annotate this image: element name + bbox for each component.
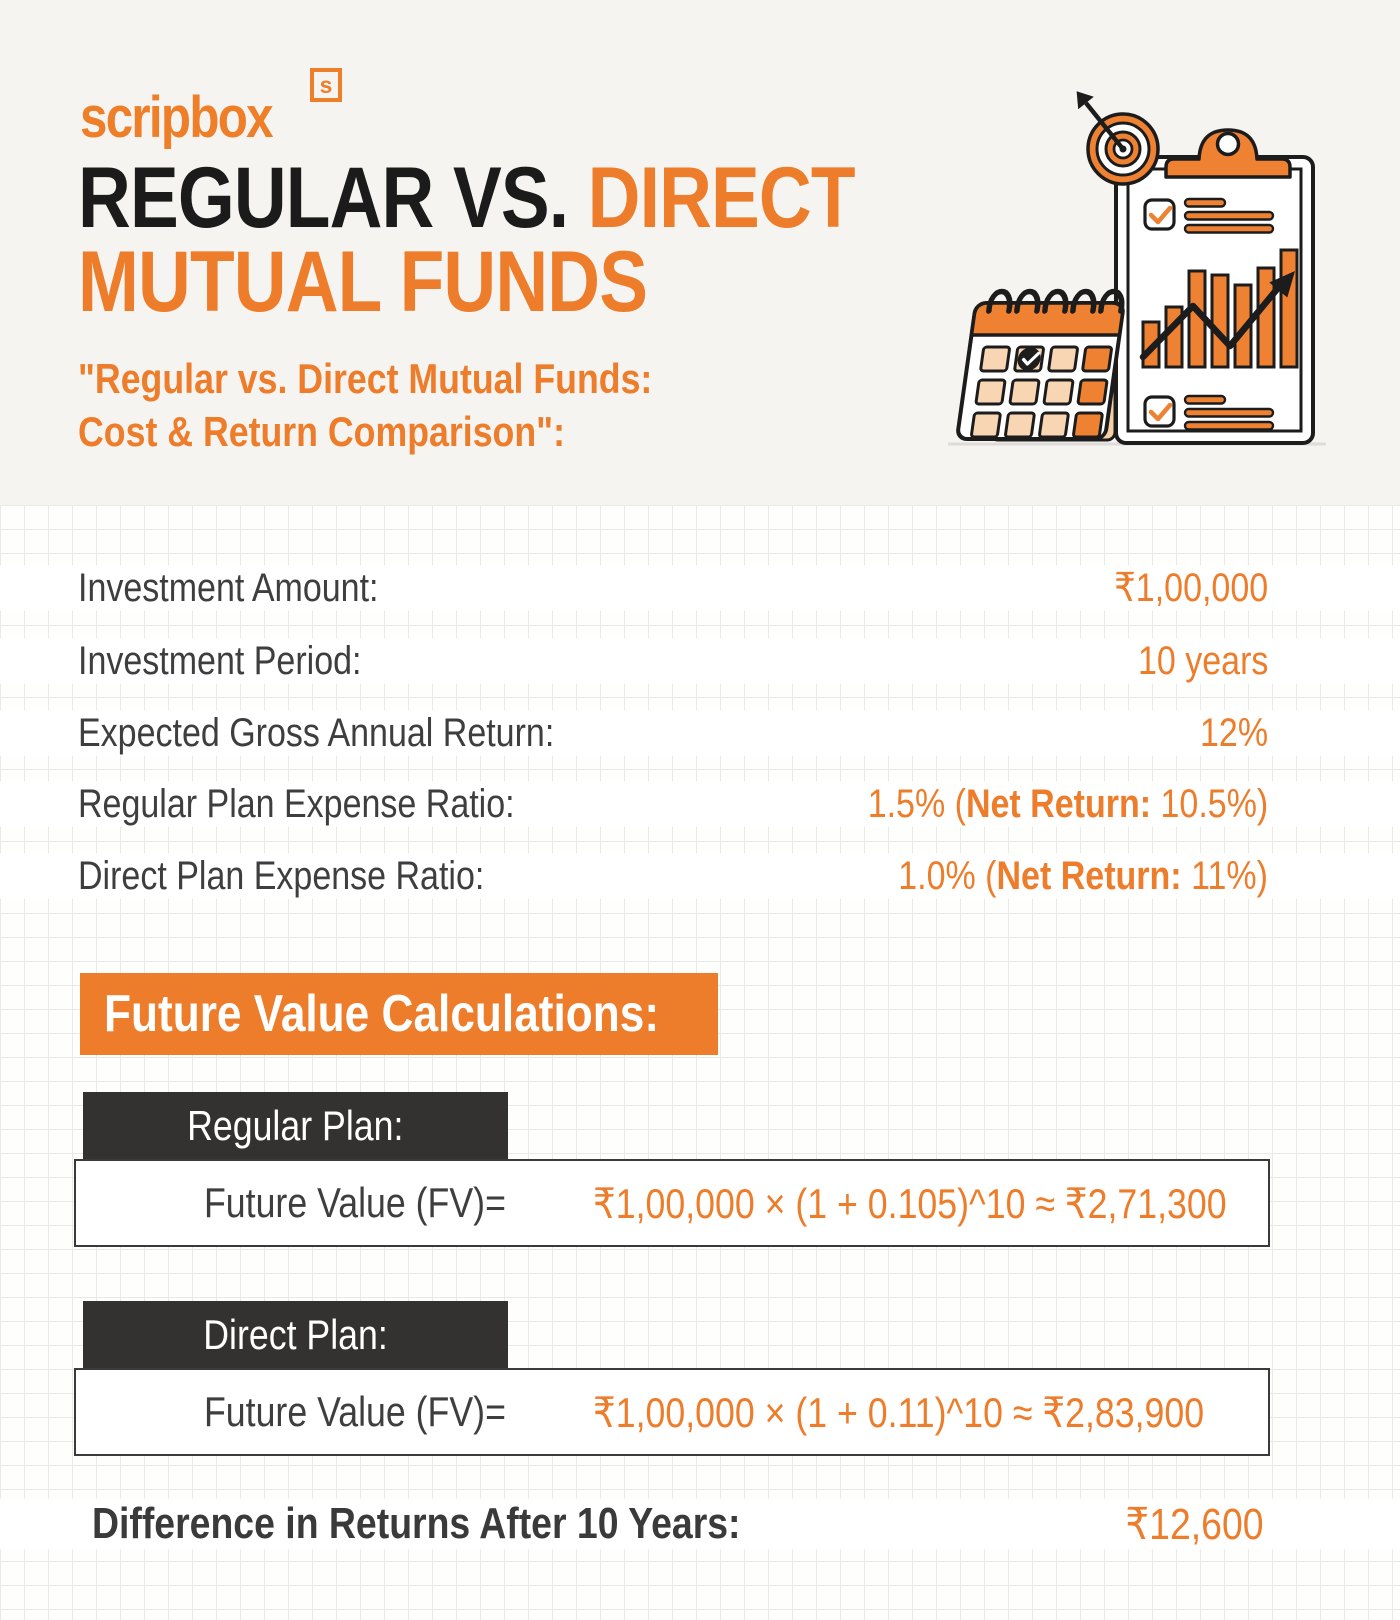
title-line2: MUTUAL FUNDS [78, 234, 648, 330]
brand-logo-mark-icon: s [310, 68, 342, 102]
param-value: 12% [1199, 710, 1268, 755]
plan-formula-box-direct: Future Value (FV)= ₹1,00,000 × (1 + 0.11… [74, 1368, 1270, 1456]
title-line1-dark: REGULAR VS. [78, 150, 569, 246]
text-lines-icon [1183, 197, 1275, 234]
param-row-regular-expense-ratio: Regular Plan Expense Ratio: 1.5% (Net Re… [0, 781, 1400, 827]
param-label: Investment Period: [78, 638, 362, 683]
calendar-cells [970, 345, 1113, 439]
param-value: 1.5% (Net Return: 10.5%) [867, 781, 1268, 826]
formula-value: ₹1,00,000 × (1 + 0.105)^10 ≈ ₹2,71,300 [593, 1179, 1227, 1227]
summary-row-difference: Difference in Returns After 10 Years: ₹1… [0, 1499, 1400, 1549]
checkbox-checked-icon [1143, 395, 1176, 428]
trend-arrow-icon [1139, 271, 1295, 361]
plan-banner-label: Regular Plan: [187, 1101, 404, 1149]
title-line1-accent: DIRECT [568, 150, 856, 246]
param-row-expected-gross-return: Expected Gross Annual Return: 12% [0, 710, 1400, 756]
section-banner-future-value: Future Value Calculations: [80, 973, 718, 1055]
plan-banner-label: Direct Plan: [203, 1310, 388, 1358]
page-title: REGULAR VS. DIRECT MUTUAL FUNDS [78, 155, 992, 330]
param-label: Expected Gross Annual Return: [78, 710, 555, 755]
clipboard-icon [1114, 128, 1315, 445]
formula-label: Future Value (FV)= [204, 1179, 506, 1226]
param-label: Investment Amount: [78, 565, 379, 610]
checkbox-checked-icon [1143, 198, 1176, 231]
section-banner-title: Future Value Calculations: [104, 985, 660, 1043]
param-label: Regular Plan Expense Ratio: [78, 781, 515, 826]
param-row-investment-period: Investment Period: 10 years [0, 638, 1400, 684]
summary-value: ₹12,600 [1125, 1499, 1264, 1549]
param-row-direct-expense-ratio: Direct Plan Expense Ratio: 1.0% (Net Ret… [0, 853, 1400, 899]
param-value: ₹1,00,000 [1114, 566, 1268, 610]
subtitle-line2: Cost & Return Comparison": [78, 408, 565, 455]
plan-formula-box-regular: Future Value (FV)= ₹1,00,000 × (1 + 0.10… [74, 1159, 1270, 1247]
brand-logo-text: scripbox [80, 85, 274, 150]
summary-label: Difference in Returns After 10 Years: [92, 1499, 741, 1548]
param-row-investment-amount: Investment Amount: ₹1,00,000 [0, 565, 1400, 611]
formula-value: ₹1,00,000 × (1 + 0.11)^10 ≈ ₹2,83,900 [593, 1388, 1205, 1436]
calendar-spiral-icon [986, 288, 1125, 314]
text-lines-icon [1183, 394, 1275, 431]
header-illustration [948, 91, 1326, 446]
page-subtitle: "Regular vs. Direct Mutual Funds: Cost &… [78, 352, 754, 458]
dart-arrow-icon [1076, 91, 1125, 151]
param-value: 1.0% (Net Return: 11%) [898, 853, 1268, 898]
plan-banner-regular: Regular Plan: [83, 1092, 508, 1159]
param-label: Direct Plan Expense Ratio: [78, 853, 485, 898]
subtitle-line1: "Regular vs. Direct Mutual Funds: [78, 355, 653, 402]
param-value: 10 years [1137, 638, 1268, 683]
formula-label: Future Value (FV)= [204, 1388, 506, 1435]
calendar-check-icon [1017, 347, 1041, 371]
plan-banner-direct: Direct Plan: [83, 1301, 508, 1368]
calendar-icon [956, 288, 1125, 441]
brand-logo: scripbox [80, 84, 306, 151]
